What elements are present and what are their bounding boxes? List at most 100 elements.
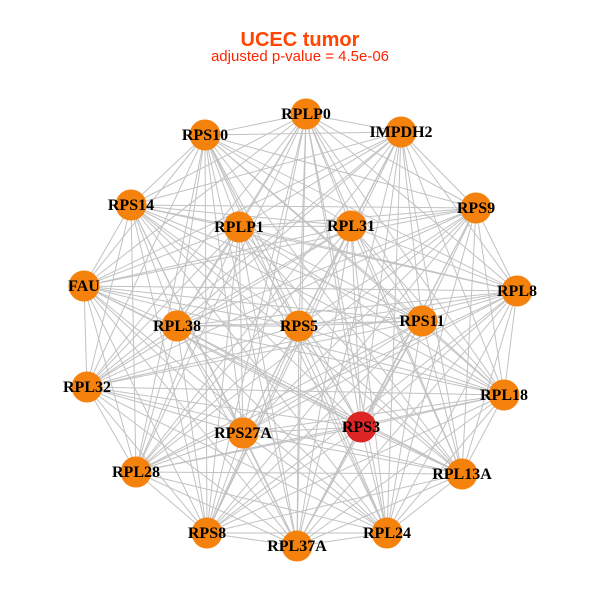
edge (130, 204, 477, 209)
edge (83, 285, 518, 292)
node-RPLP0 (290, 98, 322, 130)
edge (206, 394, 505, 534)
edge (206, 426, 362, 534)
node-label-RPS3: RPS3 (342, 419, 380, 436)
node-label-RPL24: RPL24 (363, 525, 411, 542)
edge (238, 226, 244, 434)
edge (83, 285, 300, 327)
edge (83, 226, 240, 287)
node-RPL31 (335, 210, 367, 242)
edge (135, 325, 178, 473)
node-RPL28 (120, 456, 152, 488)
edge (83, 285, 88, 388)
edge (204, 134, 240, 228)
node-label-RPL32: RPL32 (63, 379, 111, 396)
node-RPL37A (281, 530, 313, 562)
edge (421, 290, 518, 322)
node-label-RPL13A: RPL13A (432, 466, 492, 483)
edge (298, 325, 463, 475)
edge (360, 426, 388, 534)
edge (204, 134, 505, 396)
plot-title: UCEC tumor (240, 29, 360, 51)
edge (386, 394, 505, 534)
edge (86, 320, 423, 388)
node-RPS9 (460, 192, 492, 224)
edge (296, 394, 505, 547)
node-RPS11 (406, 305, 438, 337)
node-RPLP1 (223, 211, 255, 243)
edge (86, 386, 505, 396)
edge (86, 386, 244, 434)
node-RPL13A (446, 458, 478, 490)
edge (176, 325, 463, 475)
edge (86, 325, 178, 388)
edge (86, 386, 208, 534)
edge (305, 113, 477, 209)
node-label-RPS10: RPS10 (182, 127, 228, 144)
node-label-RPS11: RPS11 (399, 313, 444, 330)
edge (296, 131, 402, 547)
edge (421, 320, 463, 475)
edge (86, 113, 307, 388)
edge (135, 471, 298, 547)
edge (83, 285, 137, 473)
edge (360, 426, 463, 475)
edge (135, 432, 244, 473)
node-RPL18 (488, 379, 520, 411)
edge (176, 290, 518, 327)
edge (130, 204, 178, 327)
edge (176, 131, 402, 327)
node-label-FAU: FAU (68, 278, 100, 295)
edge (350, 207, 477, 227)
node-IMPDH2 (385, 116, 417, 148)
node-RPL8 (501, 275, 533, 307)
edge (350, 225, 423, 322)
edge (298, 290, 518, 327)
node-RPL32 (71, 371, 103, 403)
edge (305, 113, 518, 292)
edge (206, 473, 463, 534)
edge (305, 113, 402, 133)
edge (238, 226, 463, 475)
node-FAU (68, 270, 100, 302)
edge (242, 432, 463, 475)
edge (176, 207, 477, 327)
node-labels-layer: RPLP0 IMPDH2 RPS10 RPS9 RPS14 RPLP1 RPL31 RPL8 F… (63, 106, 537, 555)
edge (135, 226, 240, 473)
edge (176, 225, 352, 327)
edge (298, 325, 388, 534)
edge (135, 207, 477, 473)
edge (83, 285, 244, 434)
edge (305, 113, 463, 475)
node-label-IMPDH2: IMPDH2 (369, 124, 432, 141)
edge (238, 226, 505, 396)
node-label-RPLP1: RPLP1 (214, 219, 264, 236)
edge (176, 325, 388, 534)
node-label-RPL28: RPL28 (112, 464, 160, 481)
edge (135, 113, 307, 473)
nodes-layer (68, 98, 533, 562)
node-label-RPL37A: RPL37A (267, 538, 327, 555)
edge (386, 473, 463, 534)
edge (86, 134, 206, 388)
edge (176, 325, 208, 534)
edge (242, 113, 307, 434)
edge (86, 386, 388, 534)
node-label-RPL31: RPL31 (327, 218, 375, 235)
edge (204, 134, 244, 434)
edge (204, 134, 518, 292)
edge (238, 226, 388, 534)
edge (238, 226, 518, 292)
edge (298, 325, 362, 428)
edge (83, 285, 423, 322)
node-label-RPS14: RPS14 (108, 197, 154, 214)
edge (238, 131, 402, 228)
edge (242, 426, 362, 434)
edge (135, 471, 463, 475)
edge (204, 134, 463, 475)
node-label-RPL18: RPL18 (480, 387, 528, 404)
edge (130, 204, 423, 322)
edge (461, 207, 477, 475)
node-RPS8 (191, 517, 223, 549)
